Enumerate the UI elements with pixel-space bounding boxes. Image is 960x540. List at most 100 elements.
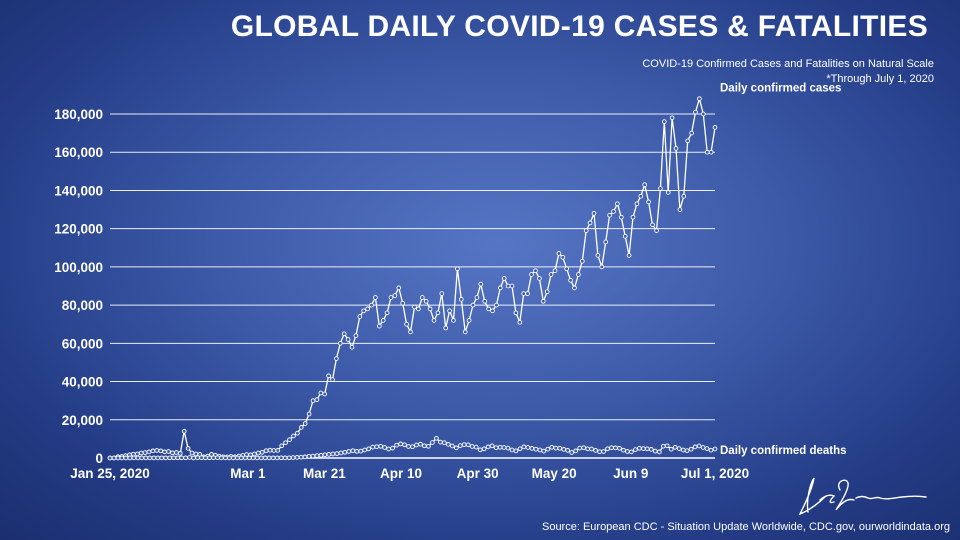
data-point	[127, 455, 133, 461]
data-point	[185, 446, 191, 451]
data-point	[263, 448, 269, 454]
data-point	[549, 444, 555, 450]
data-point	[255, 450, 261, 456]
data-point	[334, 451, 340, 456]
data-point	[279, 443, 285, 449]
y-tick-label: 0	[95, 451, 103, 466]
data-point	[326, 452, 332, 457]
data-point	[661, 119, 667, 124]
data-point	[150, 448, 156, 454]
data-point	[416, 306, 421, 312]
series-label: Daily confirmed deaths	[720, 445, 847, 457]
data-point	[181, 428, 187, 434]
data-point	[587, 220, 593, 226]
data-point	[465, 442, 471, 448]
data-point	[708, 149, 714, 155]
data-point	[704, 149, 710, 155]
source-citation: Source: European CDC - Situation Update …	[541, 521, 950, 533]
data-point	[443, 325, 449, 331]
data-point	[231, 455, 236, 461]
data-point	[282, 455, 288, 461]
data-point	[441, 440, 447, 446]
data-point	[509, 283, 515, 289]
data-point	[545, 446, 551, 452]
data-point	[630, 214, 636, 220]
data-point	[665, 190, 671, 195]
data-point	[396, 285, 402, 291]
data-point	[439, 291, 445, 296]
data-point	[585, 446, 590, 452]
data-point	[548, 272, 554, 277]
data-point	[189, 450, 195, 456]
y-tick-label: 180,000	[54, 107, 103, 122]
data-point	[294, 455, 300, 460]
data-point	[242, 455, 248, 461]
data-point	[398, 441, 403, 447]
data-point	[494, 302, 499, 308]
data-point	[366, 446, 372, 452]
data-point	[572, 285, 577, 291]
x-tick-label: Jun 9	[613, 466, 648, 481]
data-point	[235, 455, 240, 461]
data-point	[708, 447, 714, 453]
data-point	[521, 291, 527, 296]
data-point	[434, 435, 439, 441]
data-point	[599, 264, 605, 270]
x-tick-label: May 20	[532, 466, 577, 481]
data-point	[342, 449, 348, 455]
x-tick-label: Mar 21	[303, 466, 346, 481]
data-point	[609, 445, 614, 451]
data-point	[658, 186, 663, 191]
data-point	[576, 272, 581, 277]
data-point	[267, 447, 273, 453]
data-point	[334, 356, 339, 361]
data-point	[252, 451, 257, 457]
data-point	[147, 455, 153, 461]
data-point	[426, 443, 431, 449]
data-point	[544, 289, 550, 295]
data-point	[159, 455, 165, 461]
data-point	[195, 455, 200, 461]
chart-subtitle: COVID-19 Confirmed Cases and Fatalities …	[642, 58, 934, 70]
data-point	[199, 455, 204, 461]
data-point	[591, 211, 597, 216]
data-point	[693, 109, 698, 115]
data-point	[326, 373, 331, 379]
data-point	[478, 281, 484, 287]
data-point	[641, 446, 646, 451]
data-point	[565, 448, 571, 453]
data-point	[223, 455, 228, 461]
data-point	[638, 193, 644, 199]
data-point	[692, 444, 698, 450]
data-point	[358, 448, 364, 454]
data-point	[445, 442, 451, 447]
data-point	[187, 455, 192, 460]
data-point	[390, 445, 395, 451]
data-point	[266, 455, 272, 461]
data-point	[557, 445, 563, 451]
data-point	[473, 444, 479, 450]
x-tick-label: Apr 30	[457, 466, 499, 481]
data-point	[681, 193, 687, 199]
data-point	[262, 455, 268, 461]
data-point	[629, 449, 634, 455]
data-point	[482, 298, 488, 304]
data-point	[306, 411, 312, 417]
data-point	[394, 442, 399, 448]
data-point	[501, 276, 507, 281]
data-point	[589, 446, 594, 452]
data-point	[642, 182, 648, 188]
data-point	[203, 455, 208, 461]
data-point	[338, 450, 344, 456]
data-point	[509, 447, 515, 453]
series-label: Daily confirmed cases	[720, 82, 841, 94]
data-point	[258, 455, 264, 461]
data-point	[517, 319, 523, 325]
data-point	[474, 295, 480, 300]
data-point	[283, 440, 288, 446]
data-point	[537, 276, 542, 281]
data-point	[330, 451, 336, 457]
data-point	[422, 443, 427, 449]
data-point	[461, 442, 467, 447]
data-point	[668, 446, 674, 452]
